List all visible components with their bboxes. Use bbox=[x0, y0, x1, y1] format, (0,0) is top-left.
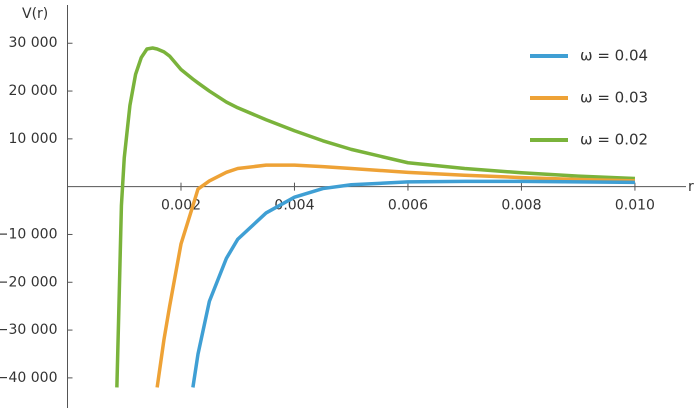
legend-label: ω = 0.04 bbox=[580, 47, 648, 65]
series-line bbox=[155, 163, 635, 388]
x-tick-label: 0.008 bbox=[501, 198, 541, 214]
x-axis-label: r bbox=[688, 179, 694, 195]
y-tick-label: 10 000 bbox=[9, 131, 58, 147]
x-tick-label: 0.010 bbox=[615, 198, 655, 214]
y-tick-label: −10 000 bbox=[0, 226, 58, 242]
x-tick-label: 0.006 bbox=[388, 198, 428, 214]
y-tick-label: 30 000 bbox=[9, 35, 58, 51]
series-line bbox=[115, 46, 636, 388]
y-axis-label: V(r) bbox=[22, 6, 48, 22]
y-tick-label: −40 000 bbox=[0, 370, 58, 386]
y-tick-label: −30 000 bbox=[0, 322, 58, 338]
legend-label: ω = 0.03 bbox=[580, 89, 648, 107]
series-line bbox=[191, 179, 635, 388]
legend-label: ω = 0.02 bbox=[580, 131, 648, 149]
y-tick-label: −20 000 bbox=[0, 274, 58, 290]
y-tick-label: 20 000 bbox=[9, 83, 58, 99]
